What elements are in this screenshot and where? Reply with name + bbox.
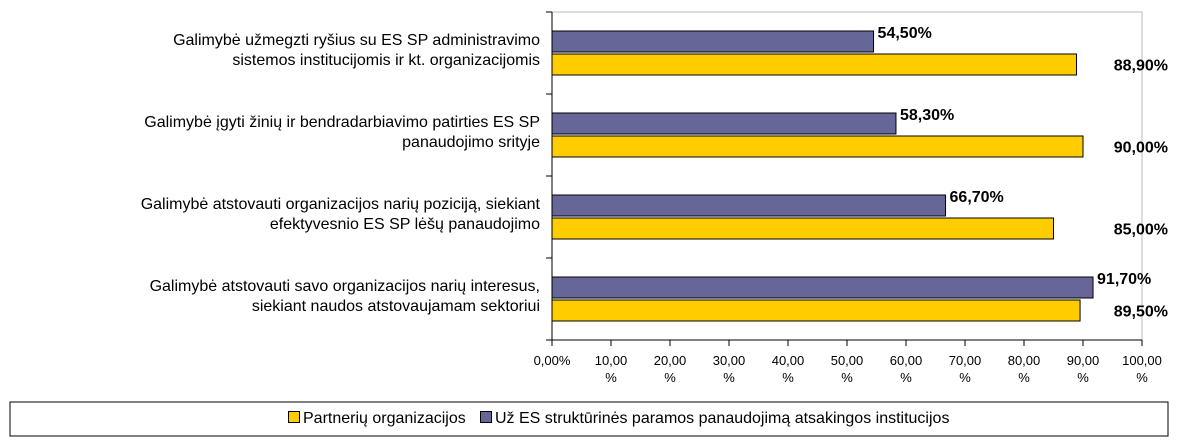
category-label: Galimybė užmegzti ryšius su ES SP admini… [173, 32, 540, 69]
value-label: 88,90% [1114, 58, 1168, 75]
value-label: 91,70% [1097, 271, 1151, 288]
bar [551, 135, 1084, 158]
x-tick-label: 90,00 % [1066, 353, 1100, 385]
category-label: Galimybė įgyti žinių ir bendradarbiavimo… [144, 114, 540, 151]
x-tick-label: 50,00 % [830, 353, 864, 385]
value-label: 89,50% [1114, 304, 1168, 321]
bar [551, 112, 897, 135]
legend-entry: Partnerių organizacijos [288, 410, 466, 428]
x-tick-label: 40,00 % [771, 353, 805, 385]
x-tick-label: 80,00 % [1007, 353, 1041, 385]
value-label: 66,70% [950, 189, 1004, 206]
x-tick-label: 10,00 % [594, 353, 628, 385]
bar [551, 299, 1081, 322]
category-label: Galimybė atstovauti savo organizacijos n… [149, 278, 540, 315]
value-label: 90,00% [1114, 140, 1168, 157]
value-label: 54,50% [878, 25, 932, 42]
x-tick-label: 100,00 % [1122, 353, 1162, 385]
x-tick-label: 30,00 % [712, 353, 746, 385]
x-tick-label: 20,00 % [653, 353, 687, 385]
x-tick-label: 70,00 % [948, 353, 982, 385]
legend-label: Partnerių organizacijos [303, 410, 466, 427]
bar [551, 217, 1054, 240]
legend-label: Už ES struktūrinės paramos panaudojimą a… [495, 410, 950, 427]
bar [551, 194, 947, 217]
bar [551, 30, 875, 53]
x-tick-label: 60,00 % [889, 353, 923, 385]
legend-box [9, 401, 1169, 437]
value-label: 85,00% [1114, 222, 1168, 239]
category-label: Galimybė atstovauti organizacijos narių … [140, 196, 540, 233]
bar [551, 53, 1078, 76]
x-tick-label: 0,00% [533, 353, 571, 368]
legend-swatch [288, 411, 300, 423]
bar [551, 276, 1094, 299]
legend-swatch [480, 411, 492, 423]
legend-entry: Už ES struktūrinės paramos panaudojimą a… [480, 410, 949, 428]
value-label: 58,30% [900, 107, 954, 124]
